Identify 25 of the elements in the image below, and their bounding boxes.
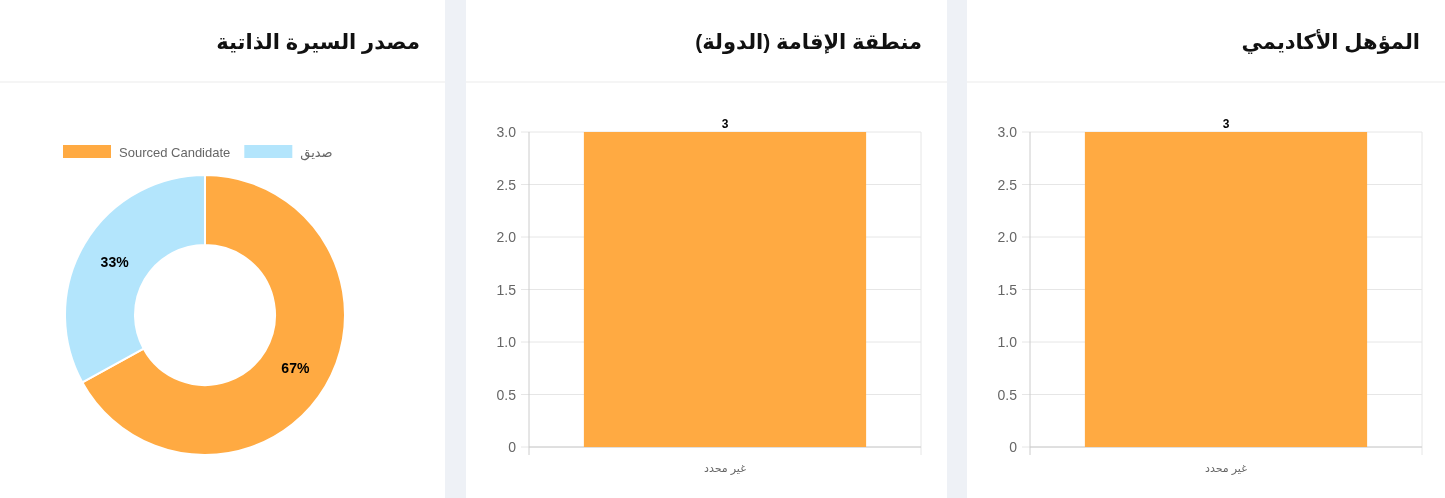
chart-title: منطقة الإقامة (الدولة) xyxy=(695,30,922,54)
legend-label: صديق xyxy=(300,145,333,161)
y-tick-label: 1.0 xyxy=(496,334,517,350)
legend-label: Sourced Candidate xyxy=(119,145,231,160)
x-tick-label: غير محدد xyxy=(704,462,747,475)
x-tick-label: غير محدد xyxy=(1205,462,1248,475)
y-tick-label: 0.5 xyxy=(496,386,517,403)
y-tick-label: 0 xyxy=(508,439,517,455)
y-tick-label: 2.0 xyxy=(997,229,1018,245)
y-tick-label: 1.5 xyxy=(997,281,1018,298)
data-label: 33% xyxy=(100,253,130,270)
y-tick-label: 1.0 xyxy=(997,334,1018,350)
y-tick-label: 0 xyxy=(1009,439,1018,455)
y-tick-label: 2.5 xyxy=(997,176,1018,193)
y-tick-label: 1.5 xyxy=(496,281,517,298)
data-label: 67% xyxy=(281,360,310,377)
y-tick-label: 3.0 xyxy=(997,124,1018,140)
chart-title: مصدر السيرة الذاتية xyxy=(216,30,420,54)
data-label: 3 xyxy=(721,117,729,131)
chart-title: المؤهل الأكاديمي xyxy=(1241,28,1420,54)
y-tick-label: 2.5 xyxy=(496,176,517,193)
y-tick-label: 2.0 xyxy=(496,229,517,245)
y-tick-label: 0.5 xyxy=(997,386,1018,403)
data-label: 3 xyxy=(1222,117,1230,131)
y-tick-label: 3.0 xyxy=(496,124,517,140)
